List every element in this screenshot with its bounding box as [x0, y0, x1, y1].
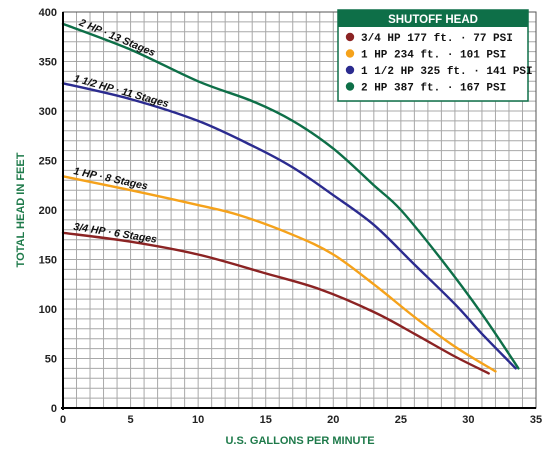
y-tick-label: 300 — [39, 106, 57, 118]
x-tick-label: 25 — [395, 414, 407, 426]
y-tick-label: 100 — [39, 304, 57, 316]
series-line — [61, 82, 517, 370]
x-tick-label: 20 — [327, 414, 339, 426]
curves — [61, 22, 520, 375]
x-tick-label: 30 — [462, 414, 474, 426]
legend-entry-text: 2 HP 387 ft. · 167 PSI — [361, 83, 506, 95]
x-tick-label: 5 — [128, 414, 134, 426]
legend-marker — [345, 32, 355, 42]
legend-entries: 3/4 HP 177 ft. · 77 PSI 1 HP 234 ft. · 1… — [345, 32, 533, 95]
series-line — [61, 175, 497, 373]
legend-entry-text: 1 HP 234 ft. · 101 PSI — [361, 50, 506, 62]
series-line — [61, 231, 490, 375]
series-line — [61, 22, 520, 370]
legend-marker — [345, 82, 355, 91]
y-tick-label: 250 — [39, 156, 57, 168]
x-tick-label: 0 — [60, 414, 66, 426]
y-axis-title: TOTAL HEAD IN FEET — [15, 152, 27, 267]
legend-marker — [345, 49, 355, 58]
x-tick-label: 10 — [192, 414, 204, 426]
y-tick-label: 200 — [39, 205, 57, 217]
y-tick-label: 0 — [51, 403, 57, 415]
x-tick-label: 35 — [530, 414, 542, 426]
y-tick-label: 150 — [39, 255, 57, 267]
y-tick-label: 350 — [39, 57, 57, 69]
legend-entry-text: 1 1/2 HP 325 ft. · 141 PSI — [361, 66, 533, 78]
x-axis-title: U.S. GALLONS PER MINUTE — [225, 435, 374, 447]
x-tick-label: 15 — [260, 414, 272, 426]
legend-header-bg — [338, 10, 528, 27]
legend: SHUTOFF HEAD 3/4 HP 177 ft. · 77 PSI 1 H… — [337, 9, 533, 102]
y-tick-label: 50 — [45, 354, 57, 366]
legend-entry-text: 3/4 HP 177 ft. · 77 PSI — [361, 33, 513, 45]
y-tick-label: 400 — [39, 7, 57, 19]
legend-title: SHUTOFF HEAD — [388, 14, 478, 26]
legend-marker — [345, 65, 355, 75]
